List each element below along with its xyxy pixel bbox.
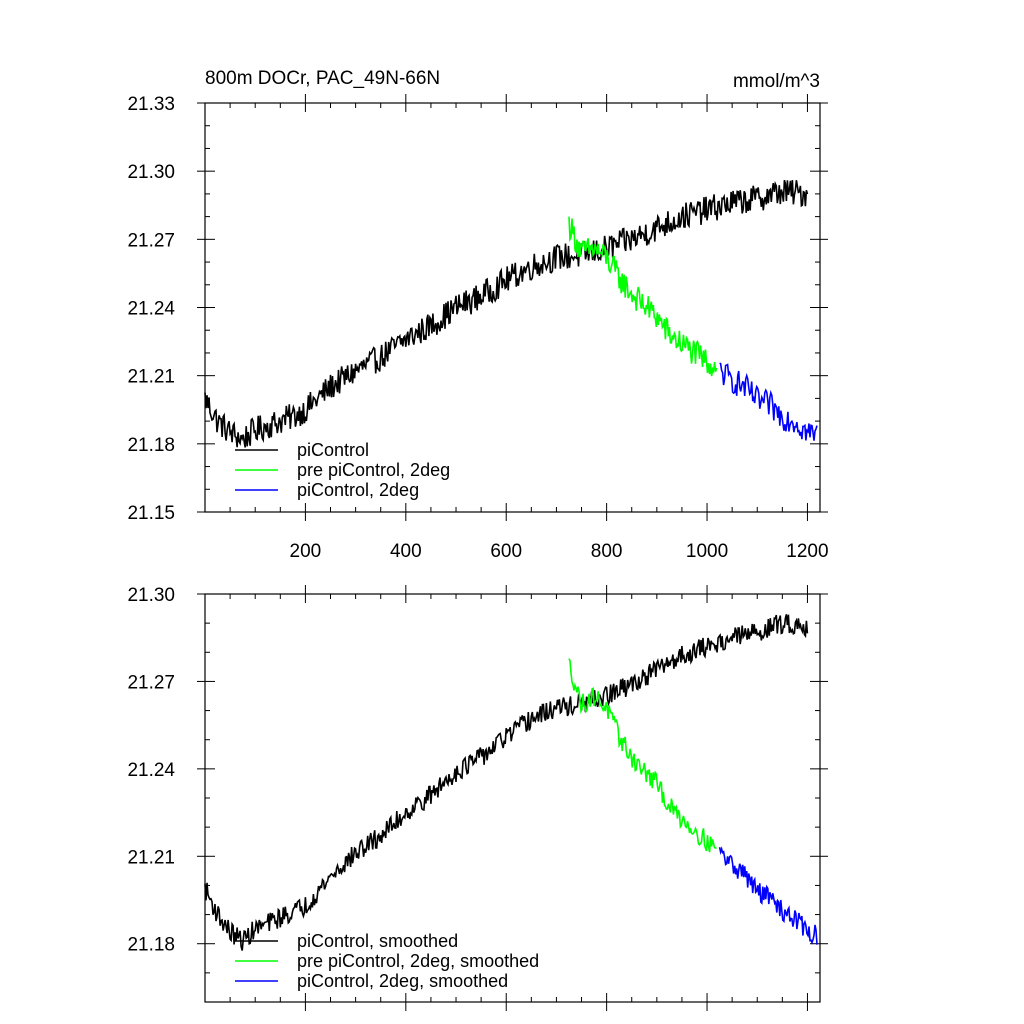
series-line — [204, 179, 809, 448]
y-tick-label: 21.27 — [127, 672, 175, 693]
x-tick-label: 400 — [390, 541, 422, 562]
x-tick-label: 800 — [591, 541, 623, 562]
series-line — [568, 216, 718, 377]
legend-label: piControl — [297, 440, 369, 460]
x-tick-label: 1000 — [686, 541, 728, 562]
bottom-panel: 21.18 21.21 21.24 21.27 21.30 piControl, smoo… — [127, 585, 828, 1011]
x-tick-label: 600 — [490, 541, 522, 562]
y-tick-label: 21.15 — [127, 503, 175, 524]
top-panel: 200 400 600 800 1000 1200 21.15 21.18 21.21 21.24… — [127, 94, 829, 562]
series-line — [568, 658, 717, 853]
y-tick-label: 21.18 — [127, 935, 175, 956]
y-tick-label: 21.21 — [127, 847, 175, 868]
legend-label: pre piControl, 2deg — [297, 460, 450, 480]
legend-label: pre piControl, 2deg, smoothed — [297, 951, 539, 971]
series-line — [719, 362, 818, 441]
y-tick-label: 21.33 — [127, 94, 175, 115]
legend-label: piControl, smoothed — [297, 931, 458, 951]
chart-title: 800m DOCr, PAC_49N-66N — [205, 68, 440, 89]
y-tick-label: 21.24 — [127, 760, 175, 781]
y-tick-label: 21.24 — [127, 299, 175, 320]
units-label: mmol/m^3 — [733, 71, 820, 92]
y-tick-label: 21.30 — [127, 585, 175, 606]
series-line — [204, 614, 809, 951]
y-tick-label: 21.27 — [127, 230, 175, 251]
y-tick-label: 21.30 — [127, 162, 175, 183]
legend-label: piControl, 2deg — [297, 480, 419, 500]
legend-label: piControl, 2deg, smoothed — [297, 971, 508, 991]
y-tick-label: 21.21 — [127, 367, 175, 388]
x-tick-label: 200 — [290, 541, 322, 562]
series-line — [718, 846, 818, 945]
x-tick-label: 1200 — [786, 541, 828, 562]
y-tick-label: 21.18 — [127, 435, 175, 456]
